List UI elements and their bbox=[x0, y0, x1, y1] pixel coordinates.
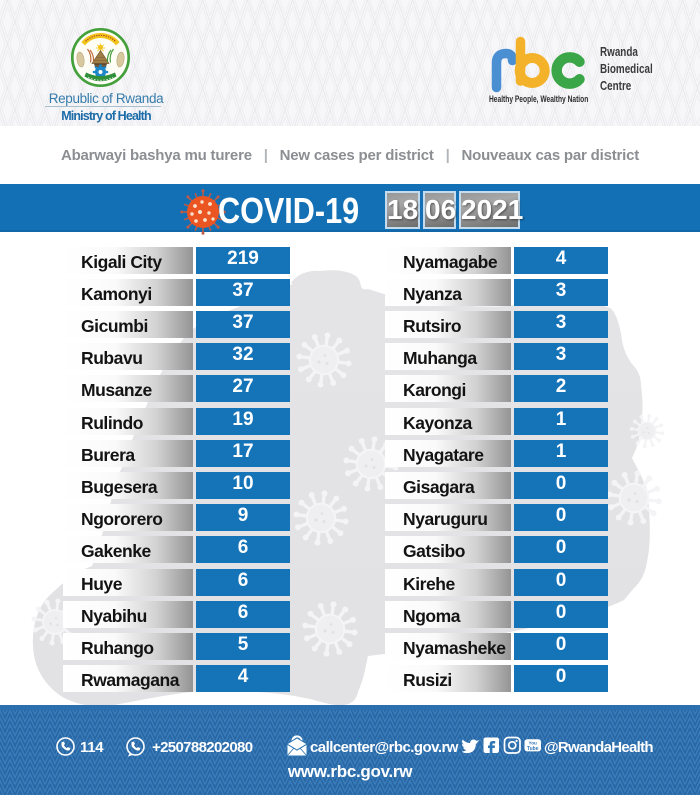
svg-text:Tube: Tube bbox=[527, 746, 539, 752]
svg-text:You: You bbox=[529, 741, 538, 746]
